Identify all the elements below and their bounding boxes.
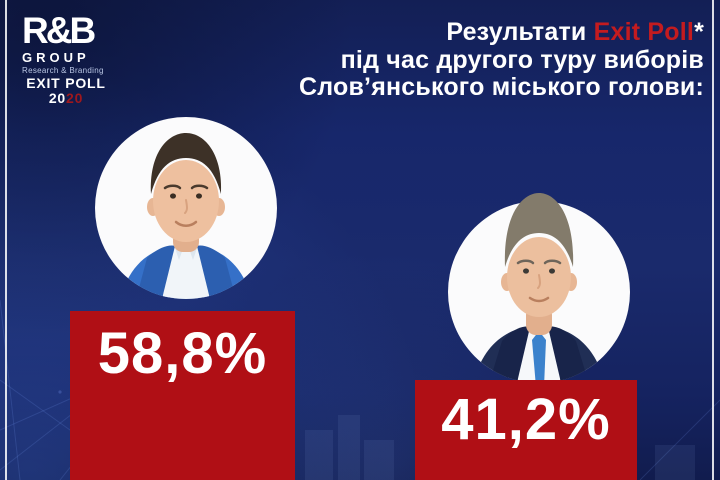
right-border-line: [712, 0, 714, 480]
candidate-2-avatar: [448, 193, 630, 383]
rb-group-logo: R&B GROUP Research & Branding: [22, 12, 104, 75]
candidate-1-avatar: [95, 117, 277, 299]
exit-poll-year: 2020: [48, 90, 84, 107]
candidate-2-percentage: 41,2%: [441, 387, 611, 452]
candidate-1-photo: [95, 108, 277, 303]
exit-poll-year-red: 20: [66, 90, 84, 107]
logo-rb-text: R&B: [22, 10, 96, 51]
exit-poll-label: EXIT POLL: [26, 75, 106, 91]
exit-poll-badge: EXIT POLL 2020: [22, 75, 110, 107]
page-title: Результати Exit Poll* під час другого ту…: [299, 18, 704, 102]
left-border-line: [5, 0, 7, 480]
result-box-candidate-2: 41,2%: [415, 380, 637, 480]
result-box-candidate-1: 58,8%: [70, 311, 295, 480]
title-exit-poll-highlight: Exit Poll: [593, 18, 695, 46]
candidate-1-percentage: 58,8%: [97, 321, 268, 386]
candidate-2-photo: [448, 177, 630, 387]
title-line-1: Результати Exit Poll*: [446, 18, 704, 46]
title-line-3: Слов’янського міського голови:: [299, 73, 704, 101]
logo-group-text: GROUP: [22, 50, 90, 65]
title-line-2: під час другого туру виборів: [340, 45, 704, 74]
logo-tagline: Research & Branding: [22, 66, 104, 75]
